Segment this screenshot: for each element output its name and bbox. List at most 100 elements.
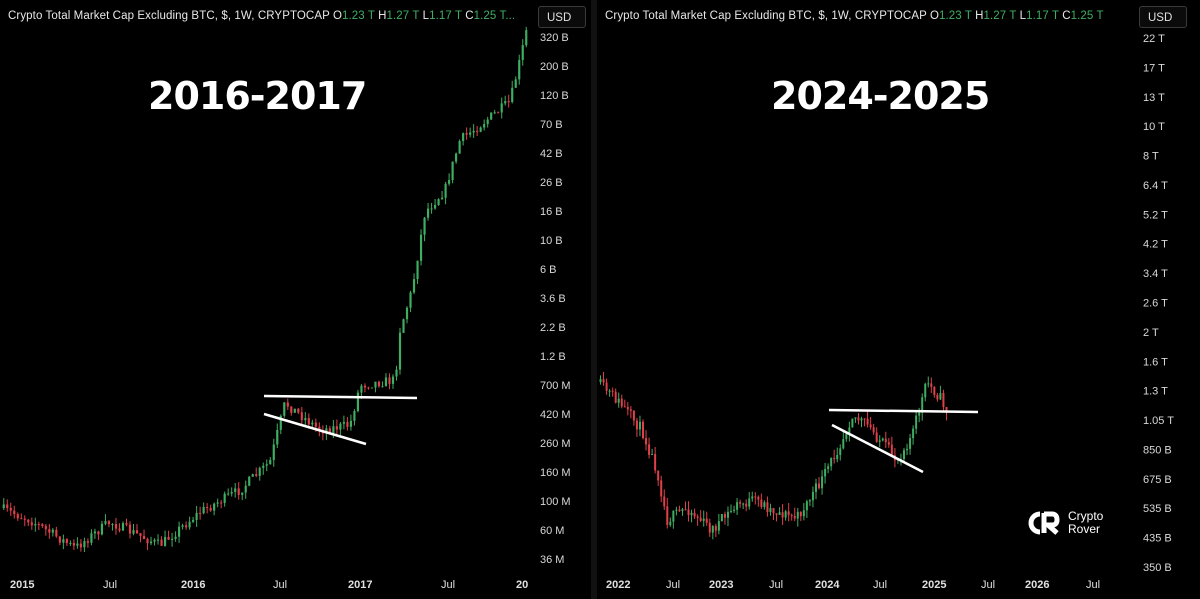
right-candle — [766, 502, 769, 512]
left-y-tick: 160 M — [540, 467, 571, 479]
left-y-tick: 60 M — [540, 525, 564, 537]
right-candle — [842, 439, 845, 449]
left-candle — [62, 539, 65, 543]
left-candle — [490, 112, 493, 120]
left-candle — [107, 521, 111, 525]
left-y-tick: 1.2 B — [540, 351, 566, 363]
right-candle — [660, 480, 663, 497]
left-candle — [433, 204, 437, 209]
left-candle — [462, 133, 465, 142]
left-candle — [409, 292, 412, 308]
right-candle — [884, 438, 887, 443]
right-candle — [915, 415, 918, 429]
right-candle — [830, 458, 833, 467]
left-candle — [290, 406, 293, 413]
right-candle — [781, 512, 784, 518]
left-candle — [20, 518, 23, 520]
left-candle — [170, 538, 174, 540]
right-candle — [802, 510, 805, 517]
left-candle — [458, 141, 461, 154]
left-legend-l-label: L — [422, 10, 430, 22]
right-candle — [890, 444, 893, 456]
left-candle — [160, 539, 163, 546]
right-candle — [930, 383, 933, 387]
left-candle — [363, 385, 367, 388]
right-y-tick: 850 B — [1143, 444, 1172, 456]
right-y-tick: 2 T — [1143, 327, 1159, 339]
right-candle — [945, 406, 948, 413]
left-currency-button[interactable]: USD — [538, 6, 586, 28]
right-candle — [757, 496, 760, 500]
left-candle — [426, 208, 430, 218]
left-candle — [177, 526, 181, 537]
right-candle — [654, 454, 657, 471]
left-candle — [2, 504, 5, 508]
right-candle — [848, 427, 851, 434]
left-y-tick: 26 B — [540, 177, 563, 189]
right-candle — [687, 509, 690, 516]
left-candle — [227, 493, 230, 495]
left-y-tick: 320 B — [540, 32, 569, 44]
left-candle — [241, 492, 244, 495]
left-x-tick: Jul — [273, 579, 287, 591]
right-candle — [790, 515, 793, 517]
left-candle — [13, 510, 16, 515]
left-candle — [430, 208, 433, 210]
right-candle — [620, 398, 623, 407]
right-chart-canvas: 22 T 17 T 13 T 10 T 8 T 6.4 T 5.2 T 4.2 T 3.4 T 2… — [599, 33, 1174, 591]
left-candle — [493, 112, 496, 114]
left-candle — [202, 506, 205, 514]
right-candle — [669, 521, 672, 525]
left-y-tick: 70 B — [540, 119, 563, 131]
left-y-tick: 3.6 B — [540, 293, 566, 305]
right-candle — [635, 420, 638, 430]
left-legend: Crypto Total Market Cap Excluding BTC, $… — [8, 10, 515, 22]
right-currency-button[interactable]: USD — [1139, 6, 1187, 28]
right-candle — [793, 515, 796, 519]
left-candle — [167, 536, 170, 540]
right-candle — [629, 409, 632, 411]
left-candle — [507, 101, 510, 103]
left-y-tick: 120 B — [540, 90, 569, 102]
left-candle — [265, 464, 268, 466]
left-y-tick: 100 M — [540, 496, 571, 508]
left-candle — [58, 536, 61, 543]
left-x-tick: Jul — [103, 579, 117, 591]
right-x-tick: 2025 — [922, 579, 946, 591]
left-chart-panel: 320 B 200 B 120 B 70 B 42 B 26 B 16 B 10 B 6 B 3.… — [0, 0, 591, 599]
right-candle — [811, 491, 814, 501]
left-candle — [206, 506, 209, 509]
right-candle — [924, 383, 927, 398]
panel-divider — [591, 0, 597, 599]
left-candle — [514, 79, 517, 88]
right-candle — [626, 407, 629, 410]
left-candle — [469, 132, 472, 135]
right-candle — [617, 398, 620, 403]
right-legend-h: 1.27 T — [983, 10, 1017, 22]
left-candle — [416, 260, 419, 280]
right-candle — [608, 390, 611, 392]
right-candle — [723, 514, 726, 518]
right-candle — [875, 432, 878, 442]
left-candle — [93, 531, 97, 534]
left-y-tick: 260 M — [540, 438, 571, 450]
right-candle — [787, 511, 790, 516]
right-candle — [887, 442, 890, 445]
left-candle — [86, 541, 90, 543]
left-candle — [511, 87, 514, 103]
left-candle — [342, 422, 345, 424]
left-candle — [486, 119, 489, 125]
right-legend-h-label: H — [975, 10, 984, 22]
left-candle — [48, 529, 51, 533]
left-candle — [139, 533, 142, 536]
right-candle — [638, 421, 641, 430]
right-legend-l-label: L — [1019, 10, 1027, 22]
crypto-rover-logo: Crypto Rover — [1026, 510, 1103, 536]
left-y-tick: 200 B — [540, 61, 569, 73]
left-candle — [100, 523, 104, 535]
left-candle — [216, 502, 219, 504]
right-y-tick: 1.3 T — [1143, 386, 1168, 398]
left-candle — [237, 488, 240, 495]
left-candle — [27, 519, 30, 523]
left-resistance-line — [263, 394, 418, 400]
